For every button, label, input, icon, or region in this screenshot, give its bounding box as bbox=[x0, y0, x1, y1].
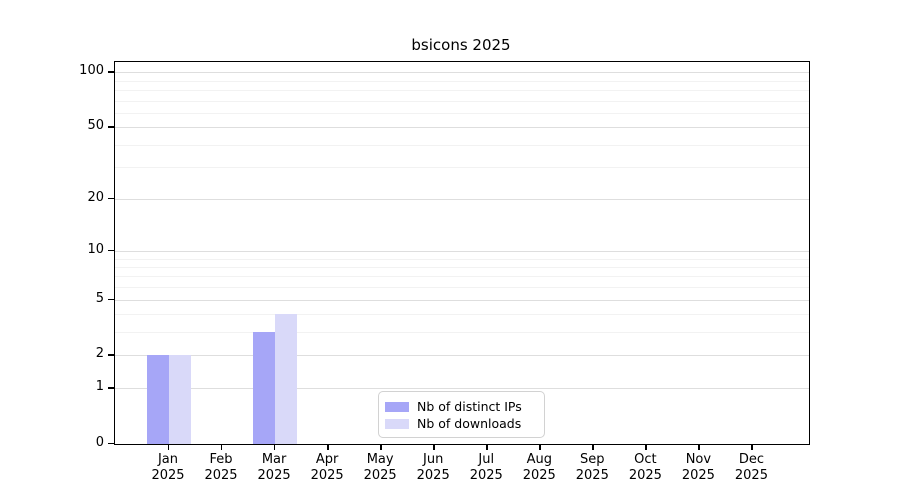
gridline-minor bbox=[115, 167, 809, 169]
gridline-major bbox=[115, 127, 809, 129]
legend-row-distinct-ips: Nb of distinct IPs bbox=[385, 399, 535, 414]
y-tick-mark bbox=[108, 71, 114, 73]
y-axis-tick-label: 5 bbox=[95, 290, 104, 306]
x-axis-tick-label: Jan 2025 bbox=[151, 452, 185, 483]
x-tick-mark bbox=[539, 444, 541, 450]
bar-nb-of-distinct-ips-jan bbox=[147, 355, 169, 444]
legend-row-downloads: Nb of downloads bbox=[385, 416, 535, 431]
x-tick-mark bbox=[751, 444, 753, 450]
gridline-major bbox=[115, 72, 809, 74]
x-tick-mark bbox=[698, 444, 700, 450]
bar-nb-of-distinct-ips-mar bbox=[253, 332, 276, 444]
x-tick-mark bbox=[221, 444, 223, 450]
gridline-minor bbox=[115, 89, 809, 91]
x-tick-mark bbox=[645, 444, 647, 450]
x-axis-tick-label: May 2025 bbox=[363, 452, 397, 483]
gridline-major bbox=[115, 250, 809, 252]
x-axis-tick-label: Jul 2025 bbox=[469, 452, 503, 483]
x-tick-mark bbox=[380, 444, 382, 450]
x-axis-tick-label: Jun 2025 bbox=[416, 452, 450, 483]
legend: Nb of distinct IPs Nb of downloads bbox=[378, 391, 545, 438]
gridline-minor bbox=[115, 266, 809, 268]
x-axis-tick-label: Aug 2025 bbox=[522, 452, 556, 483]
bar-nb-of-downloads-mar bbox=[275, 314, 298, 444]
gridline-minor bbox=[115, 276, 809, 278]
plot-area bbox=[114, 61, 810, 445]
gridline-minor bbox=[115, 332, 809, 334]
y-axis-tick-label: 20 bbox=[87, 189, 104, 205]
legend-swatch-distinct-ips bbox=[385, 401, 409, 412]
gridline-minor bbox=[115, 287, 809, 289]
y-axis-tick-label: 50 bbox=[87, 118, 104, 134]
y-tick-mark bbox=[108, 354, 114, 356]
gridline-minor bbox=[115, 112, 809, 114]
y-tick-mark bbox=[108, 443, 114, 445]
y-tick-mark bbox=[108, 197, 114, 200]
y-axis-tick-label: 1 bbox=[95, 379, 104, 395]
y-axis-tick-label: 10 bbox=[87, 241, 104, 257]
gridline-minor bbox=[115, 80, 809, 82]
x-axis-tick-label: Dec 2025 bbox=[734, 452, 768, 483]
x-tick-mark bbox=[274, 444, 276, 450]
y-axis-tick-label: 2 bbox=[95, 346, 104, 362]
y-tick-mark bbox=[108, 249, 114, 252]
x-tick-mark bbox=[592, 444, 594, 450]
x-tick-mark bbox=[168, 444, 170, 450]
x-tick-mark bbox=[327, 444, 329, 450]
gridline-major bbox=[115, 355, 809, 357]
x-axis-tick-label: Apr 2025 bbox=[310, 452, 344, 483]
y-tick-mark bbox=[108, 298, 114, 301]
legend-label-distinct-ips: Nb of distinct IPs bbox=[417, 399, 522, 414]
x-axis-tick-label: Feb 2025 bbox=[204, 452, 238, 483]
x-axis-tick-label: Oct 2025 bbox=[628, 452, 662, 483]
x-tick-mark bbox=[486, 444, 488, 450]
x-axis-tick-label: Nov 2025 bbox=[681, 452, 715, 483]
chart-title: bsicons 2025 bbox=[411, 36, 511, 54]
bar-nb-of-downloads-jan bbox=[169, 355, 191, 444]
legend-label-downloads: Nb of downloads bbox=[417, 416, 522, 431]
gridline-major bbox=[115, 388, 809, 390]
legend-swatch-downloads bbox=[385, 418, 409, 429]
gridline-minor bbox=[115, 314, 809, 316]
gridline-major bbox=[115, 299, 809, 301]
y-tick-mark bbox=[108, 387, 114, 389]
x-tick-mark bbox=[433, 444, 435, 450]
gridline-major bbox=[115, 198, 809, 200]
y-axis-tick-label: 0 bbox=[95, 435, 104, 450]
y-tick-mark bbox=[108, 126, 114, 128]
x-axis-tick-label: Sep 2025 bbox=[575, 452, 609, 483]
gridline-minor bbox=[115, 144, 809, 146]
gridline-minor bbox=[115, 258, 809, 260]
y-axis-tick-label: 100 bbox=[79, 63, 104, 79]
x-axis-tick-label: Mar 2025 bbox=[257, 452, 291, 483]
gridline-minor bbox=[115, 100, 809, 102]
